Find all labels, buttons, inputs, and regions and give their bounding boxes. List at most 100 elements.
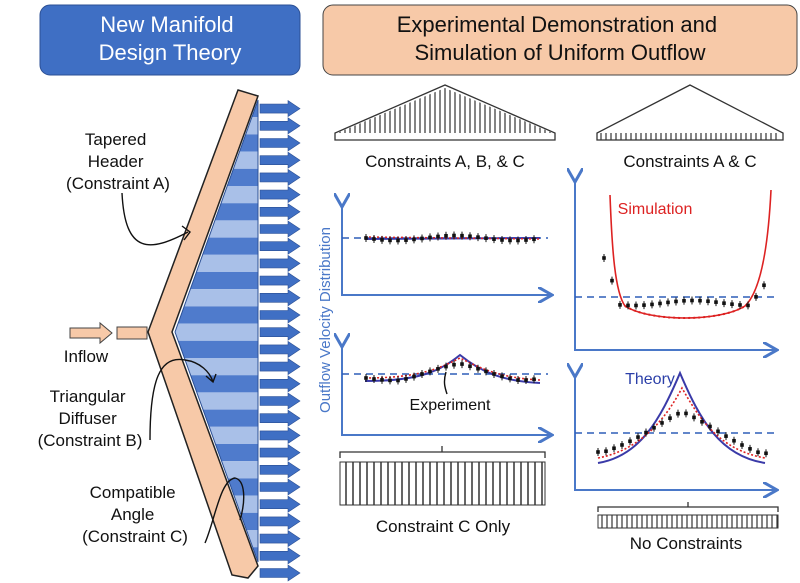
point (428, 369, 432, 374)
point (492, 372, 496, 376)
point (724, 434, 728, 438)
point (500, 374, 504, 379)
label-line: Compatible (90, 483, 176, 502)
point (428, 235, 432, 240)
callout (204, 477, 245, 544)
label-line: Triangular (50, 387, 126, 406)
point (404, 377, 408, 381)
inflow-pipe (116, 326, 148, 340)
left-header: New Manifold Design Theory (99, 12, 242, 65)
point (692, 415, 696, 420)
point (628, 439, 632, 444)
icon-stripes (601, 515, 778, 528)
arrow (259, 461, 301, 479)
point (626, 303, 630, 308)
point (700, 419, 704, 424)
point (618, 303, 622, 307)
point (388, 378, 392, 383)
point (468, 364, 472, 369)
point (364, 376, 368, 380)
panel-label: No Constraints (630, 534, 742, 553)
inflow-arrow (69, 321, 113, 345)
stripe (175, 306, 258, 324)
point (612, 446, 616, 451)
arrow (259, 478, 301, 496)
point (698, 298, 702, 303)
point (754, 295, 758, 299)
triangular-diffuser-label: Triangular Diffuser (Constraint B) (38, 387, 143, 450)
arrow (259, 237, 301, 255)
point (532, 377, 536, 382)
point (708, 424, 712, 429)
arrow (259, 254, 301, 272)
point (452, 233, 456, 238)
arrow (259, 358, 301, 376)
arrow (259, 306, 301, 324)
point (476, 366, 480, 371)
point (740, 443, 744, 447)
point (412, 237, 416, 242)
point (762, 283, 766, 288)
point (444, 364, 448, 369)
point (444, 233, 448, 238)
point (668, 416, 672, 420)
simulation-curve (364, 357, 541, 381)
point (684, 411, 688, 416)
experiment-label: Experiment (410, 397, 491, 414)
point (532, 237, 536, 242)
axes (342, 205, 550, 295)
point (682, 298, 686, 303)
point (690, 298, 694, 303)
manifold-icon (596, 84, 784, 141)
point (604, 449, 608, 454)
panel-label: Constraint C Only (376, 517, 511, 536)
arrow (259, 117, 301, 135)
inflow-label: Inflow (64, 347, 109, 366)
point (748, 447, 752, 451)
point (524, 238, 528, 242)
label-line: Angle (111, 505, 154, 524)
stripe (175, 340, 258, 358)
arrow (259, 220, 301, 238)
stripe (175, 272, 258, 290)
point (516, 378, 520, 382)
manifold-body (147, 89, 259, 579)
label-line: (Constraint B) (38, 431, 143, 450)
arrow (259, 375, 301, 393)
arrow (259, 323, 301, 341)
point (524, 378, 528, 382)
point (372, 237, 376, 241)
arrow (259, 530, 301, 548)
point (476, 235, 480, 239)
arrow (259, 392, 301, 410)
point (468, 234, 472, 239)
comb-icon (597, 514, 779, 529)
callout (121, 192, 191, 246)
point (634, 303, 638, 308)
panel-label: Constraints A & C (623, 152, 756, 171)
point (364, 236, 368, 240)
point (516, 238, 520, 243)
point (666, 300, 670, 305)
point (610, 278, 614, 283)
right-header-box (322, 4, 798, 76)
point (388, 238, 392, 243)
stripe (175, 323, 258, 341)
panel-label: Constraints A, B, & C (365, 152, 525, 171)
right-header: Experimental Demonstration and Simulatio… (397, 12, 724, 65)
point (730, 302, 734, 306)
arrow (259, 203, 301, 221)
bracket (339, 446, 546, 458)
arrow (259, 547, 301, 565)
icon-stripes (600, 133, 777, 140)
header-line: Experimental Demonstration and (397, 12, 717, 37)
diffuser-outline (174, 99, 259, 563)
outflow-arrows (259, 100, 301, 582)
point (380, 378, 384, 382)
point (738, 303, 742, 307)
arrow (259, 186, 301, 204)
point (396, 238, 400, 243)
point (492, 237, 496, 241)
arrow (259, 168, 301, 186)
